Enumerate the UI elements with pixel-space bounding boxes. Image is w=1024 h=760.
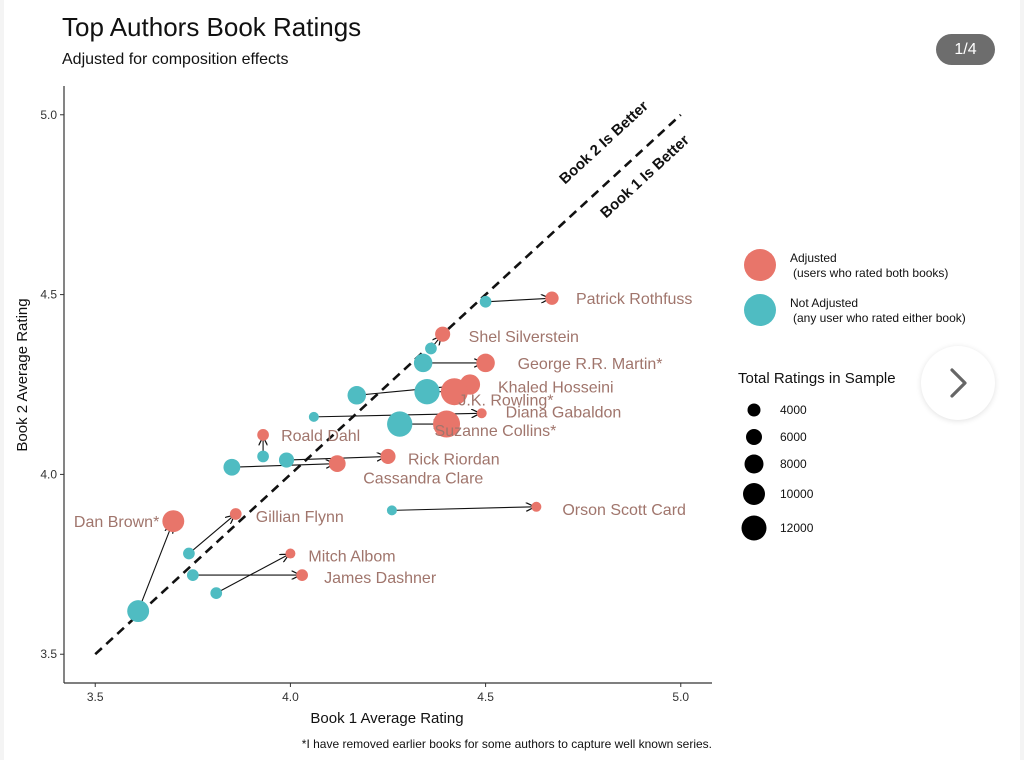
author-label: Khaled Hosseini: [498, 380, 614, 397]
author-label: Rick Riordan: [408, 451, 500, 468]
author-label: Dan Brown*: [74, 514, 159, 531]
arrow: [485, 298, 550, 301]
footnote: *I have removed earlier books for some a…: [302, 737, 712, 751]
size-legend-dot: [741, 515, 767, 541]
x-axis-title: Book 1 Average Rating: [310, 710, 463, 727]
author-label: Cassandra Clare: [363, 471, 483, 488]
legend-note: (users who rated both books): [793, 266, 948, 280]
author-label: Patrick Rothfuss: [576, 291, 692, 308]
author-label: J.K. Rowling*: [458, 393, 553, 410]
arrow: [188, 515, 235, 554]
point-not-adjusted: [386, 505, 397, 516]
point-adjusted: [229, 508, 242, 520]
x-tick-label: 4.0: [282, 690, 299, 704]
size-legend-label: 12000: [780, 521, 814, 535]
point-adjusted: [531, 501, 542, 512]
points: [127, 291, 559, 623]
point-adjusted: [257, 428, 269, 441]
point-adjusted: [328, 455, 346, 473]
y-tick-label: 4.5: [40, 288, 57, 302]
size-legend-title: Total Ratings in Sample: [738, 370, 896, 387]
point-adjusted: [380, 448, 396, 464]
legend-label: Adjusted: [790, 251, 837, 265]
author-label: Mitch Albom: [308, 549, 395, 566]
legend-label: Not Adjusted: [790, 296, 858, 310]
chart-title: Top Authors Book Ratings: [62, 12, 362, 42]
y-axis-title: Book 2 Average Rating: [14, 298, 31, 451]
legend: Adjusted(users who rated both books) Not …: [738, 249, 966, 541]
point-not-adjusted: [479, 295, 492, 308]
point-adjusted: [476, 408, 487, 419]
size-legend-dot: [744, 454, 764, 474]
point-adjusted: [296, 569, 308, 581]
arrow: [391, 507, 535, 511]
y-tick-label: 3.5: [40, 647, 57, 661]
next-slide-button[interactable]: [921, 346, 995, 420]
size-legend-label: 10000: [780, 487, 814, 501]
point-not-adjusted: [425, 342, 437, 355]
point-not-adjusted: [387, 411, 413, 437]
x-tick-label: 5.0: [672, 690, 689, 704]
author-labels: Patrick Rothfuss Shel Silverstein George R…: [74, 291, 693, 587]
point-adjusted: [476, 353, 495, 373]
y-tick-label: 5.0: [40, 108, 57, 122]
point-not-adjusted: [183, 547, 195, 560]
point-adjusted: [440, 378, 468, 406]
point-not-adjusted: [186, 569, 199, 581]
point-adjusted: [545, 291, 559, 305]
point-adjusted: [435, 326, 451, 342]
y-tick-label: 4.0: [40, 467, 57, 481]
size-legend-dot: [743, 483, 765, 505]
arrow: [215, 554, 289, 594]
point-not-adjusted: [308, 411, 319, 422]
legend-swatch: [744, 294, 776, 326]
chart-subtitle: Adjusted for composition effects: [62, 51, 289, 68]
point-not-adjusted: [210, 587, 223, 599]
point-not-adjusted: [347, 386, 367, 405]
author-label: James Dashner: [324, 570, 437, 587]
x-tick-label: 3.5: [87, 690, 104, 704]
point-not-adjusted: [127, 600, 150, 623]
author-label: Shel Silverstein: [469, 329, 579, 346]
legend-note: (any user who rated either book): [793, 311, 966, 325]
legend-swatch: [744, 249, 776, 281]
point-not-adjusted: [278, 452, 295, 468]
point-not-adjusted: [223, 458, 241, 476]
axes: 3.5 4.0 4.5 5.0 3.5 4.0 4.5 5.0: [40, 86, 712, 704]
slide-counter: 1/4: [936, 34, 995, 65]
author-label: Gillian Flynn: [256, 509, 344, 526]
diagonal-line: [94, 113, 682, 656]
point-not-adjusted: [414, 379, 440, 405]
point-adjusted: [433, 410, 461, 438]
size-legend-dot: [746, 429, 762, 445]
chevron-right-icon: [950, 368, 967, 398]
slide-image: [4, 0, 1020, 760]
arrow: [137, 524, 172, 612]
size-legend-dot: [747, 403, 761, 417]
size-legend-label: 8000: [780, 457, 807, 471]
author-label: Diana Gabaldon: [506, 404, 622, 421]
point-not-adjusted: [257, 450, 269, 463]
point-adjusted: [285, 548, 296, 559]
author-label: Roald Dahl: [281, 428, 360, 445]
point-not-adjusted: [413, 353, 433, 373]
x-tick-label: 4.5: [477, 690, 494, 704]
author-label: Orson Scott Card: [562, 502, 686, 519]
point-adjusted: [162, 510, 185, 533]
author-label: George R.R. Martin*: [518, 356, 663, 373]
author-label: Suzanne Collins*: [435, 423, 557, 440]
size-legend-label: 4000: [780, 403, 807, 417]
size-legend-label: 6000: [780, 430, 807, 444]
